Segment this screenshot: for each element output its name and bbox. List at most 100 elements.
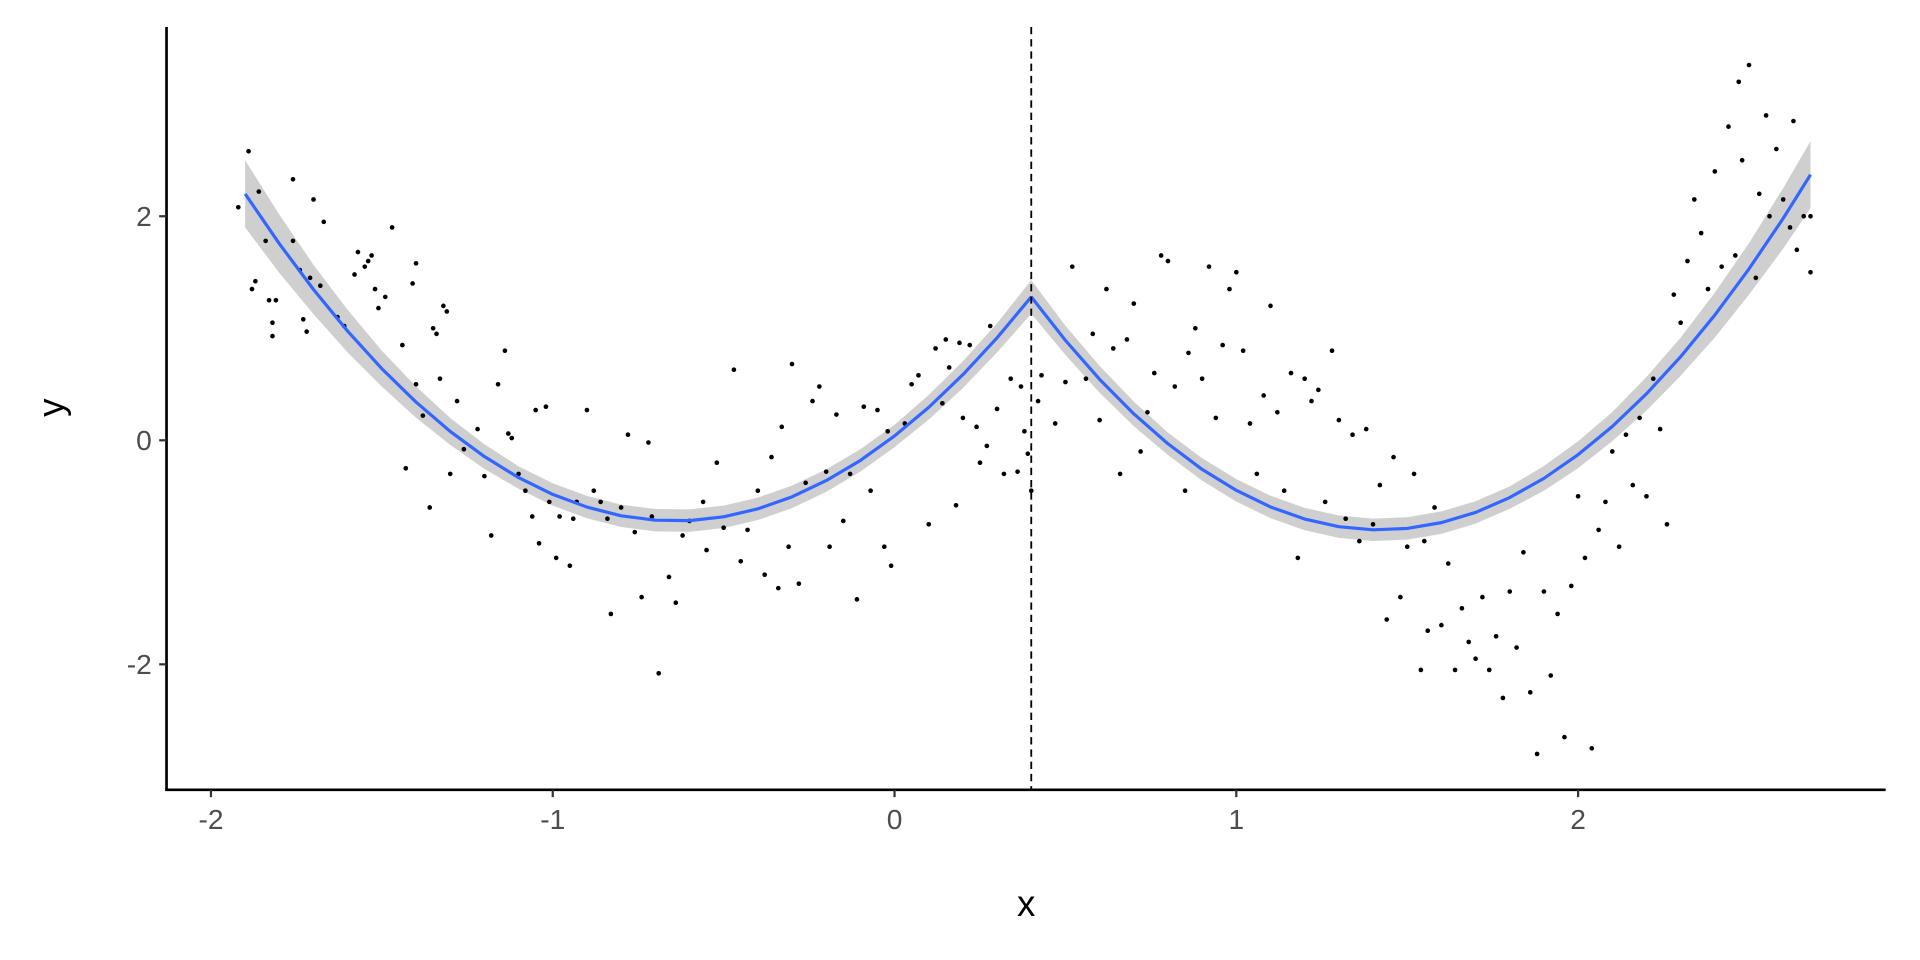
- data-point: [1756, 191, 1762, 197]
- data-point: [994, 406, 1000, 412]
- data-point: [738, 558, 744, 564]
- data-point: [475, 426, 480, 432]
- data-point: [253, 278, 258, 284]
- data-point: [482, 473, 487, 479]
- data-point: [461, 446, 467, 452]
- data-point: [881, 544, 887, 550]
- data-point: [591, 488, 597, 494]
- data-point: [875, 407, 880, 413]
- data-point: [1514, 645, 1519, 650]
- data-point: [823, 469, 829, 474]
- data-point: [967, 342, 973, 348]
- data-point: [307, 275, 313, 281]
- data-point: [400, 342, 405, 348]
- data-point: [940, 400, 945, 406]
- data-point: [1131, 301, 1137, 306]
- data-point: [444, 309, 450, 314]
- data-point: [700, 499, 706, 505]
- data-point: [1596, 527, 1601, 533]
- data-point: [1295, 555, 1301, 561]
- data-point: [1411, 471, 1417, 477]
- data-point: [1357, 538, 1362, 544]
- data-point: [1801, 213, 1807, 219]
- data-point: [1363, 426, 1369, 432]
- data-point: [598, 499, 603, 505]
- data-point: [605, 516, 610, 522]
- data-point: [1808, 213, 1813, 219]
- data-point: [1254, 471, 1260, 477]
- data-point: [263, 238, 268, 244]
- data-point: [1500, 695, 1506, 701]
- data-point: [608, 611, 614, 617]
- data-point: [776, 585, 781, 591]
- data-point: [680, 533, 685, 538]
- data-point: [389, 225, 395, 230]
- data-point: [789, 361, 795, 367]
- data-point: [1780, 197, 1786, 202]
- data-point: [454, 398, 460, 404]
- data-point: [977, 460, 983, 466]
- data-point: [1384, 617, 1390, 622]
- data-point: [1220, 342, 1225, 348]
- data-point: [625, 432, 631, 438]
- data-point: [1275, 409, 1280, 415]
- data-point: [1452, 667, 1458, 673]
- data-point: [1165, 258, 1171, 264]
- data-point: [1671, 292, 1677, 297]
- data-point: [1268, 303, 1273, 309]
- data-point: [909, 381, 914, 387]
- data-points: [235, 62, 1813, 757]
- data-point: [1025, 451, 1031, 457]
- data-point: [817, 384, 822, 389]
- data-point: [1261, 393, 1266, 398]
- data-point: [318, 283, 323, 289]
- data-point: [300, 316, 306, 322]
- data-point: [974, 424, 979, 430]
- data-point: [646, 440, 651, 445]
- y-axis-title: y: [31, 398, 72, 417]
- data-point: [673, 600, 679, 606]
- data-point: [1445, 561, 1451, 566]
- data-point: [382, 294, 388, 300]
- data-point: [762, 572, 767, 578]
- data-point: [1350, 432, 1355, 438]
- data-point: [1705, 286, 1711, 292]
- data-point: [796, 581, 802, 587]
- data-point: [1391, 454, 1396, 460]
- data-point: [1698, 230, 1704, 236]
- data-point: [1018, 384, 1024, 389]
- data-point: [1733, 253, 1738, 258]
- data-point: [1028, 488, 1034, 494]
- data-point: [369, 253, 374, 258]
- data-point: [1227, 286, 1232, 292]
- data-point: [1343, 516, 1349, 522]
- data-point: [1090, 331, 1096, 337]
- data-point: [1657, 426, 1663, 432]
- data-point: [1527, 690, 1533, 695]
- data-point: [1719, 264, 1724, 269]
- data-point: [311, 197, 316, 202]
- data-point: [721, 525, 726, 530]
- data-point: [704, 547, 709, 553]
- data-point: [946, 365, 952, 370]
- data-point: [1568, 583, 1574, 589]
- data-point: [1316, 387, 1321, 393]
- data-point: [1199, 376, 1205, 382]
- data-point: [916, 372, 921, 378]
- data-point: [447, 471, 453, 477]
- data-point: [570, 516, 576, 522]
- data-point: [352, 272, 357, 277]
- data-point: [1288, 370, 1294, 376]
- data-point: [266, 297, 272, 303]
- data-point: [1421, 538, 1427, 544]
- data-point: [1466, 639, 1472, 645]
- data-point: [1763, 113, 1769, 118]
- data-point: [827, 544, 832, 550]
- data-point: [246, 148, 251, 154]
- data-point: [1746, 62, 1752, 68]
- data-point: [1678, 320, 1683, 325]
- data-point: [868, 488, 873, 494]
- data-point: [523, 488, 528, 494]
- data-point: [420, 413, 426, 418]
- data-point: [834, 412, 839, 417]
